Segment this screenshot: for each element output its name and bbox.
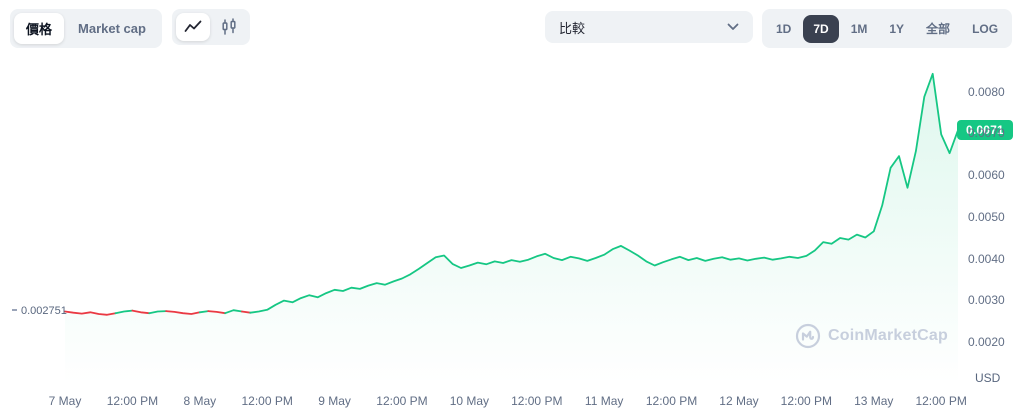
price-line-chart[interactable] <box>8 55 960 385</box>
y-axis-tick: 0.0080 <box>968 84 1005 99</box>
compare-label: 比較 <box>559 20 586 36</box>
x-axis-tick: 7 May <box>48 394 82 408</box>
y-axis-tick: 0.0040 <box>968 251 1005 266</box>
y-axis-tick: 0.0050 <box>968 209 1005 224</box>
line-chart-icon <box>184 20 202 32</box>
x-axis-tick: 12:00 PM <box>376 394 428 408</box>
x-axis-tick: 12:00 PM <box>915 394 967 408</box>
range-button-all[interactable]: 全部 <box>916 13 960 44</box>
open-price-label: 0.002751 <box>12 305 67 317</box>
x-axis-tick: 12:00 PM <box>241 394 293 408</box>
area-fill <box>65 73 958 385</box>
x-axis-tick: 12:00 PM <box>511 394 563 408</box>
x-axis-tick: 10 May <box>449 394 490 408</box>
compare-dropdown[interactable]: 比較 <box>545 11 753 43</box>
line-chart-type-button[interactable] <box>176 13 210 41</box>
price-line <box>64 72 959 316</box>
current-price-badge: 0.0071 <box>957 120 1013 141</box>
chart-type-toggle <box>172 9 250 45</box>
range-button-1m[interactable]: 1M <box>841 15 878 43</box>
x-axis-tick: 8 May <box>183 394 217 408</box>
x-axis-tick: 9 May <box>318 394 351 408</box>
view-toggle-price[interactable]: 價格 <box>14 13 65 44</box>
x-axis-tick: 12:00 PM <box>106 394 159 408</box>
range-button-1y[interactable]: 1Y <box>879 15 914 43</box>
x-axis-tick: 12 May <box>719 394 759 408</box>
x-axis-tick: 12:00 PM <box>645 394 698 408</box>
view-toggle-marketcap[interactable]: Market cap <box>66 15 158 42</box>
x-axis-tick: 13 May <box>854 394 894 408</box>
coinmarketcap-logo-icon <box>795 323 821 349</box>
x-axis-tick: 12:00 PM <box>780 394 833 408</box>
candlestick-chart-icon <box>222 18 236 35</box>
range-button-7d[interactable]: 7D <box>803 14 839 43</box>
x-axis-tick: 11 May <box>584 394 624 408</box>
price-marketcap-toggle: 價格 Market cap <box>10 9 162 48</box>
time-range-selector: 1D 7D 1M 1Y 全部 LOG <box>762 9 1013 48</box>
watermark-text: CoinMarketCap <box>828 327 948 344</box>
y-axis-tick: 0.0020 <box>968 335 1005 350</box>
y-axis-tick: 0.0030 <box>968 293 1005 308</box>
y-axis-tick: 0.0070 <box>968 126 1005 141</box>
range-button-1d[interactable]: 1D <box>766 15 801 43</box>
coinmarketcap-watermark: CoinMarketCap <box>795 323 948 349</box>
y-axis-tick: 0.0060 <box>968 168 1005 183</box>
candlestick-chart-type-button[interactable] <box>212 13 246 41</box>
chevron-down-icon <box>727 23 739 30</box>
y-axis-unit-label: USD <box>975 371 1001 385</box>
range-button-log[interactable]: LOG <box>962 15 1008 43</box>
